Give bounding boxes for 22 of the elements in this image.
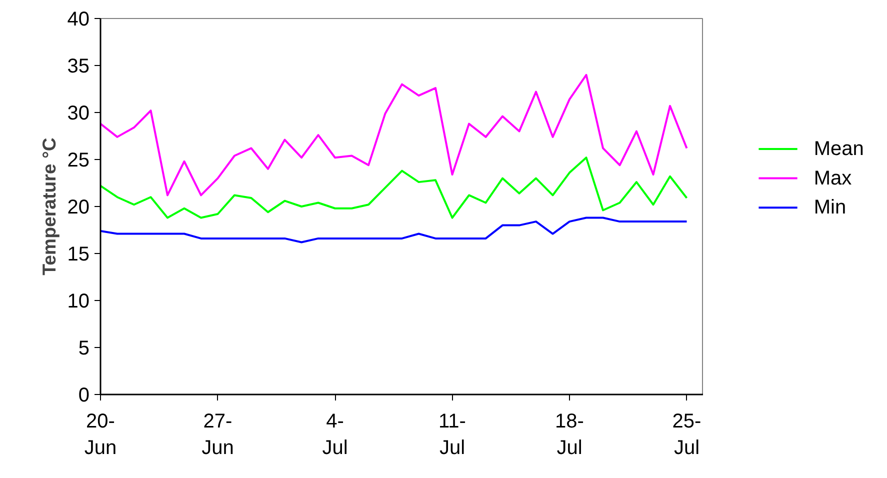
y-tick-label: 20 xyxy=(67,196,90,218)
x-tick-label: 27- Jun xyxy=(202,410,234,459)
y-tick-label: 5 xyxy=(78,338,90,360)
y-axis-title: Temperature °C xyxy=(38,138,60,276)
x-tick-label: 11- Jul xyxy=(438,410,466,459)
legend-label: Max xyxy=(814,167,852,190)
x-tick-label: 4- Jul xyxy=(322,410,348,459)
y-tick-label: 30 xyxy=(67,102,90,124)
y-tick-label: 35 xyxy=(67,56,90,78)
legend-label: Mean xyxy=(814,138,864,160)
legend-label: Min xyxy=(814,196,846,219)
y-tick-label: 10 xyxy=(67,290,90,312)
line-series xyxy=(100,156,688,219)
line-series xyxy=(100,74,688,196)
y-tick-label: 0 xyxy=(78,384,90,406)
x-tick-label: 25- Jul xyxy=(672,410,702,459)
y-tick-label: 25 xyxy=(67,150,90,172)
y-tick-label: 40 xyxy=(67,8,90,30)
x-tick-label: 18- Jul xyxy=(555,410,584,459)
y-tick-label: 15 xyxy=(67,244,90,266)
line-series xyxy=(100,216,688,244)
x-tick-label: 20- Jun xyxy=(84,410,117,459)
